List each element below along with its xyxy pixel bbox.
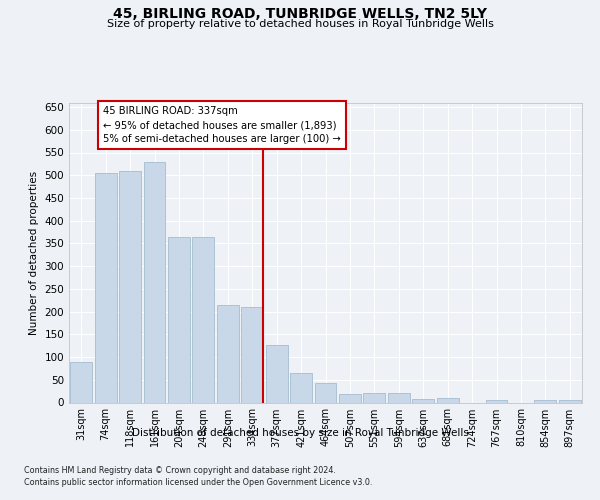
Text: 45 BIRLING ROAD: 337sqm
← 95% of detached houses are smaller (1,893)
5% of semi-: 45 BIRLING ROAD: 337sqm ← 95% of detache… — [103, 106, 341, 144]
Y-axis label: Number of detached properties: Number of detached properties — [29, 170, 39, 334]
Bar — [314, 384, 337, 402]
Bar — [266, 345, 287, 403]
Bar — [437, 398, 458, 402]
Bar — [95, 173, 116, 402]
Bar — [535, 400, 556, 402]
Bar — [388, 394, 410, 402]
Bar — [364, 394, 385, 402]
Bar — [168, 236, 190, 402]
Bar — [290, 373, 312, 402]
Bar — [119, 170, 141, 402]
Bar — [485, 400, 508, 402]
Bar — [217, 305, 239, 402]
Bar — [143, 162, 166, 402]
Text: Distribution of detached houses by size in Royal Tunbridge Wells: Distribution of detached houses by size … — [131, 428, 469, 438]
Text: Size of property relative to detached houses in Royal Tunbridge Wells: Size of property relative to detached ho… — [107, 19, 493, 29]
Text: 45, BIRLING ROAD, TUNBRIDGE WELLS, TN2 5LY: 45, BIRLING ROAD, TUNBRIDGE WELLS, TN2 5… — [113, 8, 487, 22]
Text: Contains public sector information licensed under the Open Government Licence v3: Contains public sector information licen… — [24, 478, 373, 487]
Bar — [193, 236, 214, 402]
Bar — [241, 307, 263, 402]
Bar — [339, 394, 361, 402]
Text: Contains HM Land Registry data © Crown copyright and database right 2024.: Contains HM Land Registry data © Crown c… — [24, 466, 336, 475]
Bar — [70, 362, 92, 403]
Bar — [412, 399, 434, 402]
Bar — [559, 400, 581, 402]
